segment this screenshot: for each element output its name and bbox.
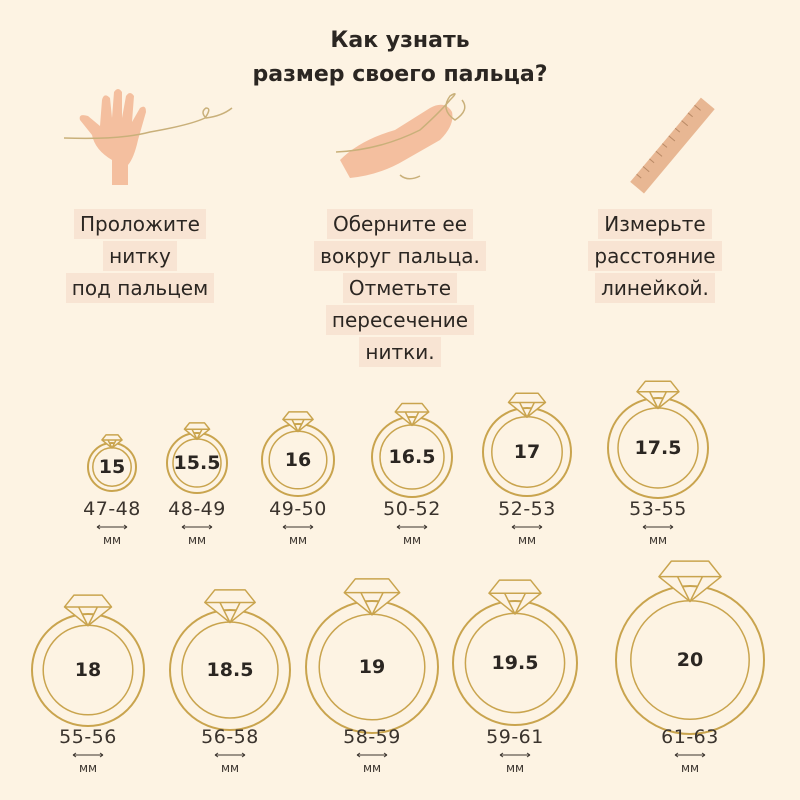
diameter-range: 58-59 [343, 726, 401, 748]
step-icons [63, 89, 715, 194]
ring-icon [305, 578, 439, 734]
unit-text: мм [220, 761, 240, 775]
diameter-range: 53-55 [629, 498, 687, 520]
finger-wrapped-thread-icon [335, 93, 466, 180]
double-arrow-icon [396, 524, 428, 530]
diameter-range: 48-49 [168, 498, 226, 520]
unit-text: мм [78, 761, 98, 775]
double-arrow-icon [499, 752, 531, 758]
unit-label: мм [673, 752, 707, 775]
diameter-range: 55-56 [59, 726, 117, 748]
diameter-range: 52-53 [498, 498, 556, 520]
unit-label: мм [213, 752, 247, 775]
ring-size-label: 19 [358, 656, 386, 678]
unit-label: мм [498, 752, 532, 775]
diameter-range: 50-52 [383, 498, 441, 520]
diameter-range: 49-50 [269, 498, 327, 520]
double-arrow-icon [356, 752, 388, 758]
ring-icon [87, 434, 137, 492]
step-2-label: Оберните ее вокруг пальца. Отметьте пере… [290, 208, 510, 368]
ring-size-label: 18 [74, 659, 102, 681]
double-arrow-icon [674, 752, 706, 758]
double-arrow-icon [214, 752, 246, 758]
unit-label: мм [281, 524, 315, 547]
unit-text: мм [402, 533, 422, 547]
ring-size-label: 17.5 [634, 437, 682, 459]
ring-icon [482, 392, 572, 497]
unit-label: мм [395, 524, 429, 547]
step-text: Измерьте [598, 209, 712, 239]
unit-text: мм [505, 761, 525, 775]
diameter-range: 61-63 [661, 726, 719, 748]
ring-icon [31, 594, 145, 727]
step-text: нитки. [359, 337, 441, 367]
unit-label: мм [355, 752, 389, 775]
unit-text: мм [680, 761, 700, 775]
ring-size-label: 19.5 [491, 652, 539, 674]
unit-label: мм [180, 524, 214, 547]
title-line-2: размер своего пальца? [252, 62, 548, 87]
ring-size-label: 16.5 [388, 446, 436, 468]
ring-icon [169, 589, 291, 731]
ruler-icon [630, 97, 715, 194]
double-arrow-icon [181, 524, 213, 530]
step-text: расстояние [588, 241, 722, 271]
ring-size-label: 20 [676, 649, 704, 671]
unit-text: мм [362, 761, 382, 775]
step-text: вокруг пальца. [314, 241, 486, 271]
ring-icon [166, 422, 228, 494]
ring-size-label: 15 [98, 456, 126, 478]
step-3-label: Измерьте расстояние линейкой. [555, 208, 755, 304]
page-title: Как узнать размер своего пальца? [0, 24, 800, 92]
ring-icon [615, 560, 765, 735]
ring-size-label: 15.5 [173, 452, 221, 474]
step-text: нитку [103, 241, 177, 271]
unit-text: мм [517, 533, 537, 547]
step-1-label: Проложите нитку под пальцем [40, 208, 240, 304]
ring-icon [261, 411, 335, 497]
unit-text: мм [102, 533, 122, 547]
unit-text: мм [648, 533, 668, 547]
unit-label: мм [510, 524, 544, 547]
double-arrow-icon [282, 524, 314, 530]
double-arrow-icon [642, 524, 674, 530]
ring-size-label: 18.5 [206, 659, 254, 681]
title-line-1: Как узнать [330, 28, 470, 53]
unit-label: мм [641, 524, 675, 547]
step-text: линейкой. [595, 273, 715, 303]
unit-label: мм [71, 752, 105, 775]
step-text: пересечение [325, 305, 475, 335]
diameter-range: 47-48 [83, 498, 141, 520]
unit-text: мм [288, 533, 308, 547]
ring-icon [607, 380, 709, 499]
diameter-range: 59-61 [486, 726, 544, 748]
unit-label: мм [95, 524, 129, 547]
ring-size-label: 16 [284, 449, 312, 471]
hand-with-thread-icon [63, 89, 233, 185]
ring-size-label: 17 [513, 441, 541, 463]
step-text: под пальцем [65, 273, 215, 303]
unit-text: мм [187, 533, 207, 547]
ring-icon [452, 579, 578, 726]
step-text: Оберните ее [326, 209, 474, 239]
double-arrow-icon [511, 524, 543, 530]
double-arrow-icon [96, 524, 128, 530]
step-text: Отметьте [342, 273, 458, 303]
step-text: Проложите [74, 209, 206, 239]
double-arrow-icon [72, 752, 104, 758]
ring-icon [371, 402, 453, 498]
diameter-range: 56-58 [201, 726, 259, 748]
